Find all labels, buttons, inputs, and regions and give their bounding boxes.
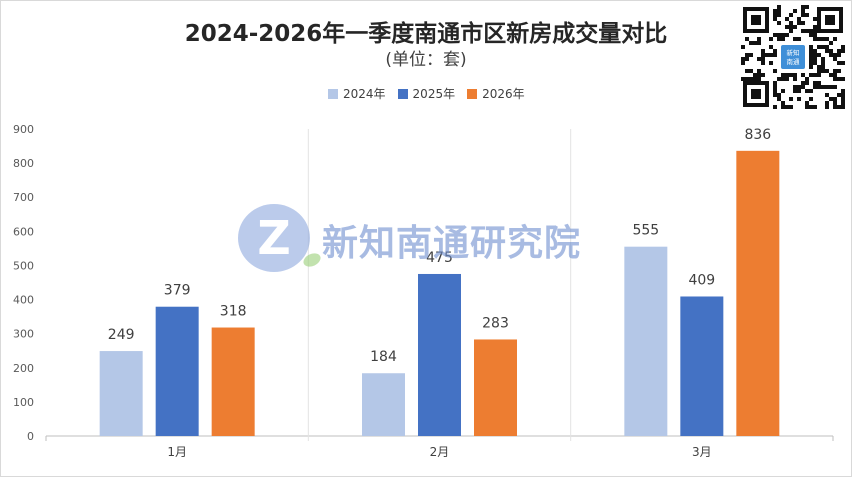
bar-2024年-3月 xyxy=(624,246,668,436)
data-label-2025年-2月: 475 xyxy=(426,250,453,266)
legend: 2024年 2025年 2026年 xyxy=(328,85,537,102)
watermark: Z 新知南通研究院 xyxy=(234,200,614,280)
data-label-2024年-2月: 184 xyxy=(370,349,397,365)
y-tick-label-300: 300 xyxy=(13,328,34,341)
legend-swatch-2025 xyxy=(397,88,408,99)
x-tick-label-3月: 3月 xyxy=(692,445,712,459)
data-label-2025年-3月: 409 xyxy=(688,272,715,288)
legend-item-2024: 2024年 xyxy=(328,85,386,102)
y-tick-label-200: 200 xyxy=(13,362,34,375)
chart-subtitle: (单位：套) xyxy=(385,50,467,70)
bar-2025年-3月 xyxy=(680,296,724,436)
y-tick-label-100: 100 xyxy=(13,396,34,409)
qr-code-icon[interactable]: 新知 南通 xyxy=(741,5,845,109)
bar-2026年-1月 xyxy=(211,327,255,436)
data-label-2026年-2月: 283 xyxy=(482,315,509,331)
legend-item-2025: 2025年 xyxy=(397,85,456,102)
bar-2026年-3月 xyxy=(736,150,780,436)
data-label-2024年-1月: 249 xyxy=(108,327,135,343)
data-label-2026年-1月: 318 xyxy=(220,304,247,320)
chart-title: 2024-2026年一季度南通市区新房成交量对比 xyxy=(184,21,668,47)
y-tick-label-400: 400 xyxy=(13,294,34,307)
x-tick-label-1月: 1月 xyxy=(167,445,187,459)
bar-2025年-1月 xyxy=(155,306,199,436)
legend-label-2026: 2026年 xyxy=(482,87,525,101)
y-tick-label-900: 900 xyxy=(13,123,34,136)
x-tick-label-2月: 2月 xyxy=(430,445,450,459)
bar-2024年-1月 xyxy=(99,351,143,436)
watermark-logo-icon: Z xyxy=(238,204,321,272)
legend-swatch-2026 xyxy=(467,88,478,99)
y-tick-label-700: 700 xyxy=(13,191,34,204)
qr-center-label-2: 南通 xyxy=(787,57,801,66)
watermark-logo-letter: Z xyxy=(257,211,290,265)
data-label-2025年-1月: 379 xyxy=(164,283,191,299)
y-tick-label-0: 0 xyxy=(27,430,34,443)
data-label-2024年-3月: 555 xyxy=(632,223,659,239)
watermark-text: 新知南通研究院 xyxy=(322,223,582,264)
legend-label-2025: 2025年 xyxy=(412,87,456,101)
bar-2025年-2月 xyxy=(418,273,461,436)
legend-label-2024: 2024年 xyxy=(343,87,386,101)
qr-center-label: 新知 xyxy=(787,48,800,57)
y-tick-label-500: 500 xyxy=(13,259,34,272)
y-tick-label-600: 600 xyxy=(13,225,34,238)
y-tick-label-800: 800 xyxy=(13,157,34,170)
data-label-2026年-3月: 836 xyxy=(744,127,771,143)
bar-2024年-2月 xyxy=(362,373,405,436)
bar-2026年-2月 xyxy=(474,339,517,436)
legend-swatch-2024 xyxy=(328,88,338,99)
legend-item-2026: 2026年 xyxy=(467,85,525,102)
